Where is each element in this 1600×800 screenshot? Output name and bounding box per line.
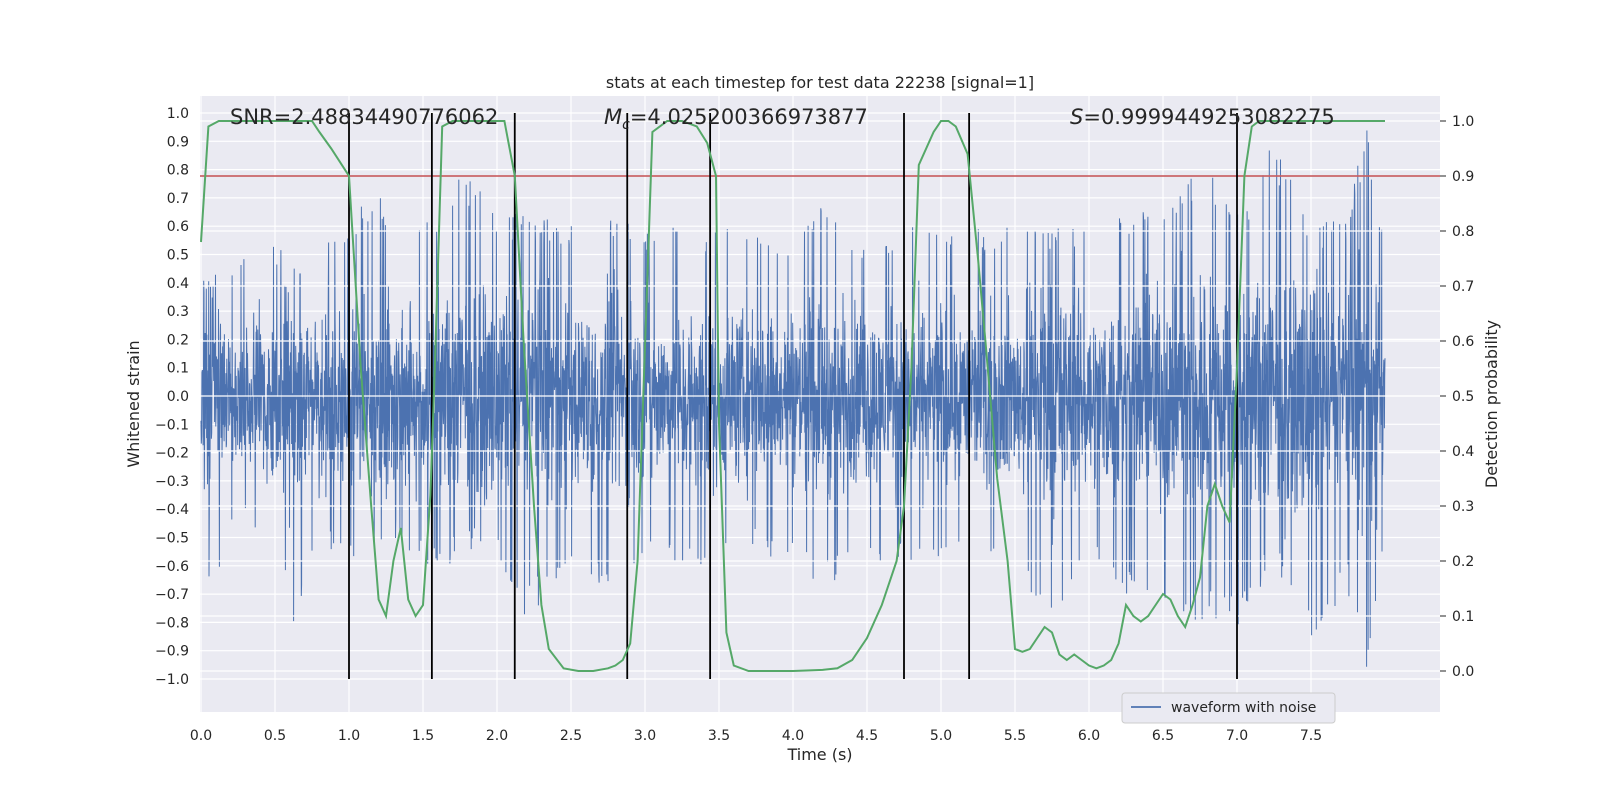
s-value: =0.9999449253082275 [1083, 105, 1334, 129]
x-tick-label: 1.0 [338, 728, 360, 744]
y-tick-label: −0.2 [155, 446, 189, 462]
mc-subscript: c [622, 117, 630, 133]
y2-tick-label: 0.7 [1452, 279, 1474, 295]
x-tick-label: 0.0 [190, 728, 212, 744]
x-tick-label: 0.5 [264, 728, 286, 744]
y-tick-label: 0.3 [167, 304, 189, 320]
snr-annotation: SNR=2.48834490776062 [230, 105, 498, 129]
y-axis-label: Whitened strain [124, 340, 143, 467]
y2-tick-label: 1.0 [1452, 114, 1474, 130]
y2-tick-label: 0.1 [1452, 609, 1474, 625]
y-tick-label: 0.8 [167, 163, 189, 179]
event-markers [348, 113, 1238, 679]
s-symbol: S [1070, 105, 1083, 129]
probability-series [200, 120, 1385, 672]
y2-axis-ticks: 1.0 0.9 0.8 0.7 0.6 0.5 0.4 0.3 0.2 0.1 0.0 [1440, 114, 1474, 680]
legend-box [1121, 692, 1336, 724]
y-tick-label: 0.1 [167, 361, 189, 377]
y2-tick-label: 0.8 [1452, 224, 1474, 240]
x-axis-ticks: 0.0 0.5 1.0 1.5 2.0 2.5 3.0 3.5 4.0 4.5 5.0 5.5 6.0 6… [190, 728, 1322, 744]
x-tick-label: 4.5 [856, 728, 878, 744]
y-tick-label: 0.4 [167, 276, 189, 292]
x-tick-label: 2.5 [560, 728, 582, 744]
y-tick-label: −0.6 [155, 559, 189, 575]
legend: waveform with noise [1121, 692, 1336, 724]
y2-tick-label: 0.5 [1452, 389, 1474, 405]
s-annotation: S=0.9999449253082275 [1070, 105, 1335, 129]
y2-tick-label: 0.2 [1452, 554, 1474, 570]
probability-line [200, 120, 1385, 672]
y-tick-label: −0.3 [155, 474, 189, 490]
y-tick-label: −0.8 [155, 615, 189, 631]
y-tick-label: −0.4 [155, 502, 189, 518]
y-tick-label: −0.9 [155, 644, 189, 660]
y2-tick-label: 0.3 [1452, 499, 1474, 515]
chart-title: stats at each timestep for test data 222… [606, 73, 1034, 92]
waveform-line [200, 130, 1386, 667]
mc-symbol: M [604, 105, 622, 129]
x-tick-label: 5.5 [1004, 728, 1026, 744]
x-tick-label: 2.0 [486, 728, 508, 744]
y-tick-label: −0.5 [155, 531, 189, 547]
x-tick-label: 3.5 [708, 728, 730, 744]
x-tick-label: 7.0 [1226, 728, 1248, 744]
x-tick-label: 6.0 [1078, 728, 1100, 744]
mc-value: =4.025200366973877 [630, 105, 868, 129]
y-tick-label: −0.1 [155, 417, 189, 433]
y-tick-label: 1.0 [167, 106, 189, 122]
x-axis-label: Time (s) [786, 745, 852, 764]
y-axis-ticks: 1.0 0.9 0.8 0.7 0.6 0.5 0.4 0.3 0.2 0.1 0.0 −0.1 −0.… [155, 106, 189, 688]
y-tick-label: 0.7 [167, 191, 189, 207]
y-tick-label: −0.7 [155, 587, 189, 603]
y-tick-label: 0.6 [167, 219, 189, 235]
y-tick-label: 0.2 [167, 332, 189, 348]
legend-label: waveform with noise [1171, 700, 1316, 716]
mc-annotation: Mc=4.025200366973877 [604, 105, 868, 133]
x-tick-label: 6.5 [1152, 728, 1174, 744]
y2-tick-label: 0.9 [1452, 169, 1474, 185]
y2-tick-label: 0.0 [1452, 664, 1474, 680]
y2-tick-label: 0.6 [1452, 334, 1474, 350]
x-tick-label: 7.5 [1300, 728, 1322, 744]
x-tick-label: 1.5 [412, 728, 434, 744]
y2-tick-label: 0.4 [1452, 444, 1474, 460]
y-tick-label: 0.9 [167, 134, 189, 150]
x-tick-label: 5.0 [930, 728, 952, 744]
y-tick-label: 0.5 [167, 248, 189, 264]
y-tick-label: 0.0 [167, 389, 189, 405]
x-tick-label: 4.0 [782, 728, 804, 744]
y2-axis-label: Detection probability [1482, 320, 1501, 488]
y-tick-label: −1.0 [155, 672, 189, 688]
waveform-series [200, 120, 1440, 672]
x-tick-label: 3.0 [634, 728, 656, 744]
